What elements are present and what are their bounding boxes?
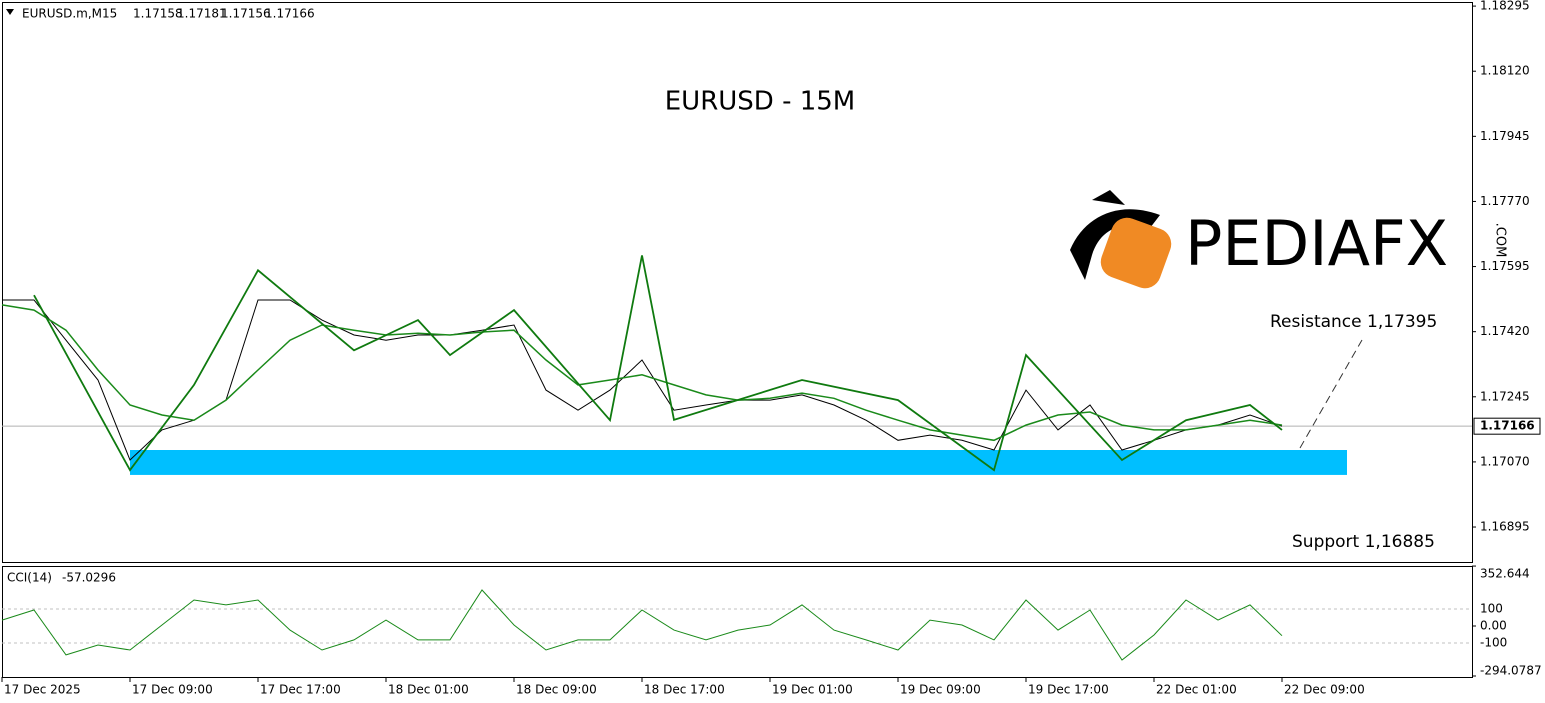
price-line — [1, 304, 1283, 442]
last-price-box — [1473, 417, 1541, 435]
logo-tip — [1092, 190, 1125, 205]
x-tick-label: 22 Dec 01:00 — [1156, 683, 1237, 697]
indicator-tick-label: 352.644 — [1480, 567, 1530, 581]
x-tick-label: 22 Dec 09:00 — [1284, 683, 1365, 697]
logo: PEDIAFX .COM — [1070, 190, 1508, 289]
y-tick-label: 1.17420 — [1480, 324, 1530, 338]
open-price: 1.17158 — [133, 7, 183, 21]
x-tick-label: 18 Dec 01:00 — [388, 683, 469, 697]
indicator-tick-label: -294.0787 — [1480, 664, 1542, 678]
logo-suffix: .COM — [1493, 223, 1508, 258]
last-price-label: 1.17166 — [1480, 419, 1535, 433]
y-tick-label: 1.18120 — [1480, 64, 1530, 78]
indicator-current: -57.0296 — [62, 571, 116, 585]
x-tick-label: 17 Dec 09:00 — [132, 683, 213, 697]
projection — [1299, 339, 1363, 449]
indicator-tick-label: 0.00 — [1480, 619, 1507, 633]
resistance-label: Resistance 1,17395 — [1270, 312, 1437, 332]
x-tick-label: 18 Dec 17:00 — [644, 683, 725, 697]
close-price: 1.17166 — [265, 7, 315, 21]
cci-line — [1, 589, 1283, 661]
symbol: EURUSD.m,M15 — [22, 7, 117, 21]
x-tick-label: 17 Dec 2025 — [4, 683, 81, 697]
x-tick-label: 19 Dec 01:00 — [772, 683, 853, 697]
low-price: 1.17156 — [221, 7, 271, 21]
y-tick-label: 1.17245 — [1480, 389, 1530, 403]
zigzag — [33, 255, 1283, 472]
y-tick-label: 1.18295 — [1480, 0, 1530, 13]
x-tick-label: 19 Dec 17:00 — [1028, 683, 1109, 697]
indicator-tick-label: 100 — [1480, 602, 1503, 616]
x-tick-label: 17 Dec 17:00 — [260, 683, 341, 697]
chart-title: EURUSD - 15M — [665, 87, 856, 117]
logo-square — [1100, 217, 1172, 289]
y-tick-label: 1.17070 — [1480, 454, 1530, 468]
collapse-icon — [6, 9, 14, 15]
logo-arc — [1070, 209, 1160, 280]
indicator-panel — [2, 566, 1473, 678]
support-zone — [130, 450, 1347, 475]
y-tick-label: 1.16895 — [1480, 520, 1530, 534]
x-tick-label: 18 Dec 09:00 — [516, 683, 597, 697]
x-tick-label: 19 Dec 09:00 — [900, 683, 981, 697]
y-tick-label: 1.17945 — [1480, 129, 1530, 143]
indicator-label: CCI(14) — [7, 571, 52, 585]
logo-text: PEDIAFX — [1185, 207, 1448, 280]
y-tick-label: 1.17770 — [1480, 194, 1530, 208]
indicator-tick-label: -100 — [1480, 636, 1507, 650]
y-tick-label: 1.17595 — [1480, 259, 1530, 273]
support-label: Support 1,16885 — [1292, 532, 1435, 552]
main-panel — [2, 2, 1473, 563]
high-price: 1.17181 — [177, 7, 227, 21]
